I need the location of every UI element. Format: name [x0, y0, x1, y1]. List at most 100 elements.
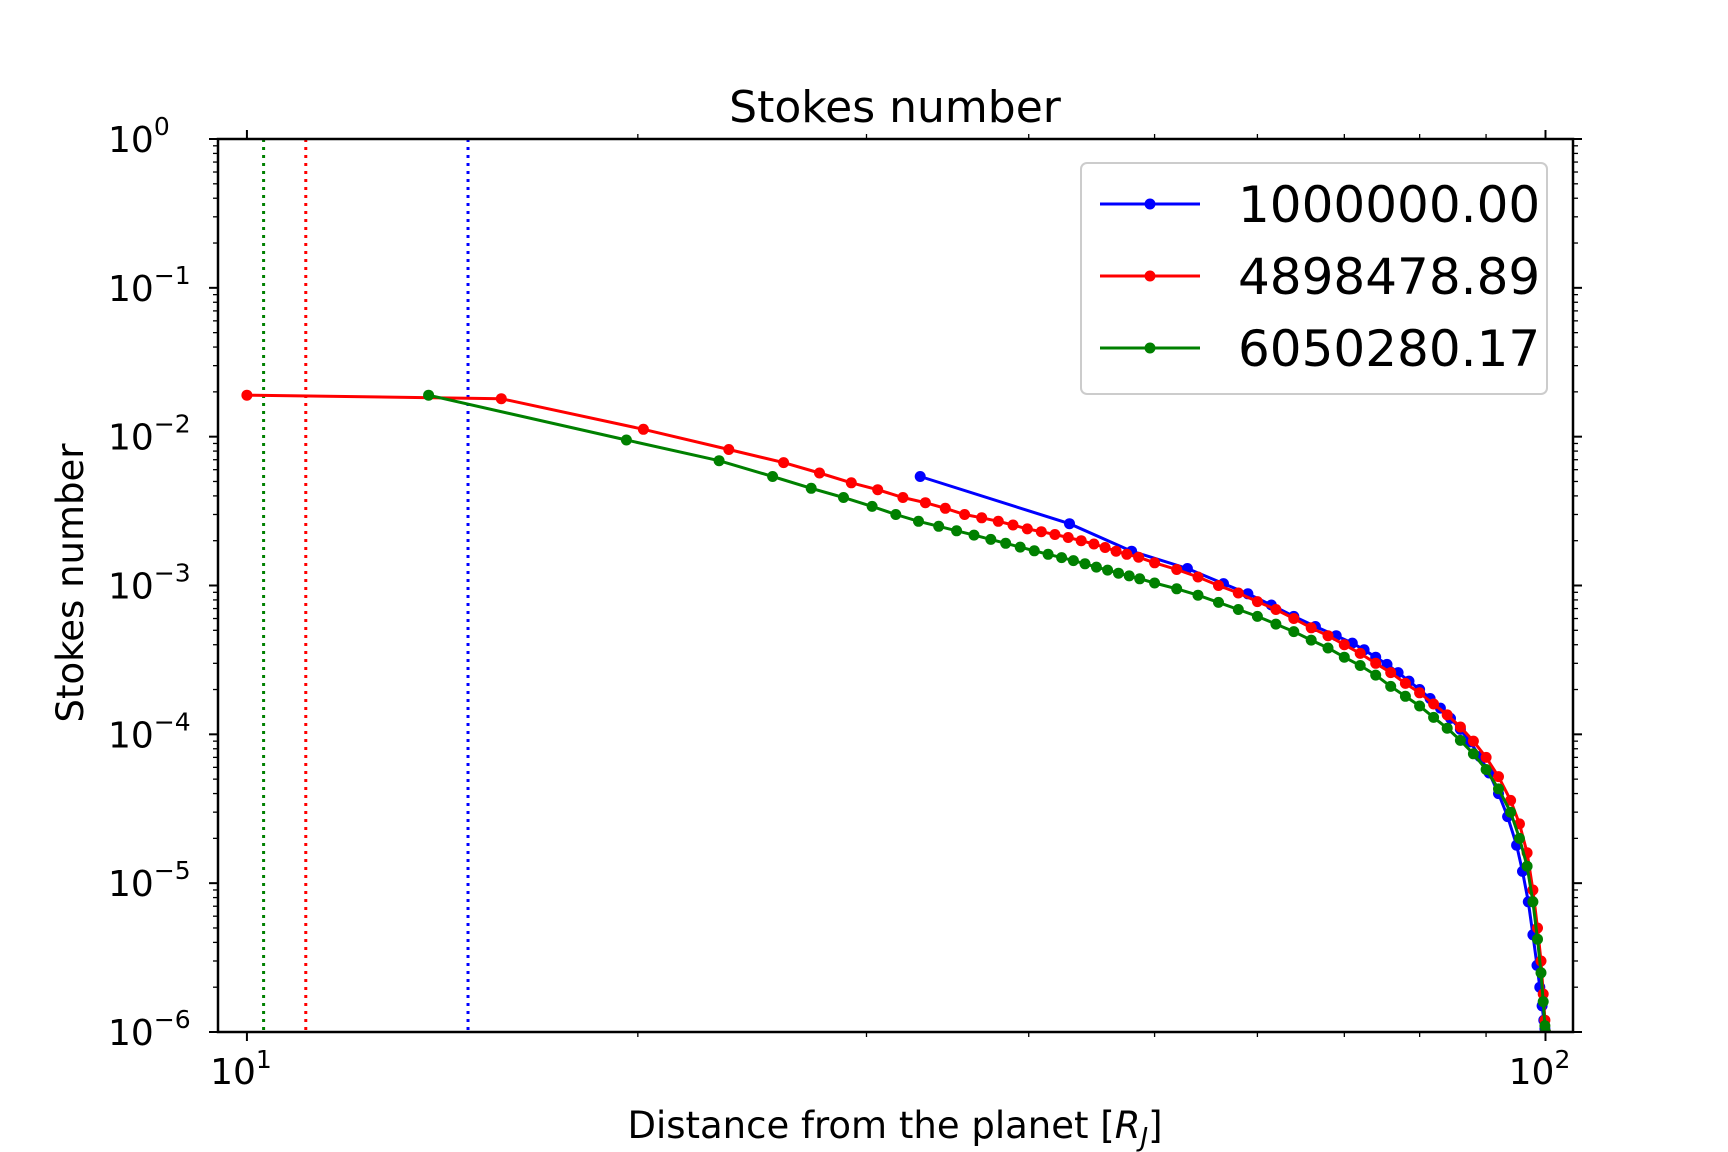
legend-box [1080, 162, 1548, 395]
data-point [1021, 523, 1033, 535]
data-point [1149, 557, 1161, 569]
data-point [897, 492, 909, 503]
data-point [723, 444, 735, 455]
data-point [1414, 687, 1426, 699]
data-point [1099, 542, 1111, 553]
data-point [866, 500, 878, 512]
data-point [1527, 896, 1539, 908]
data-point [1288, 613, 1300, 624]
data-point [845, 477, 857, 489]
data-point [1428, 711, 1440, 723]
y-tick-label-exponent: −3 [154, 559, 191, 588]
data-point [1354, 647, 1366, 659]
x-axis-label: Distance from the planet [RJ] [627, 1104, 1162, 1152]
data-point [1075, 535, 1087, 547]
data-point [1305, 634, 1317, 646]
data-point [1493, 783, 1504, 795]
data-point [1192, 589, 1204, 601]
y-tick-label-exponent: −1 [154, 261, 191, 290]
data-point [1454, 734, 1466, 746]
major-ticks [209, 130, 1582, 1041]
x-axis-label-end: ] [1148, 1104, 1162, 1147]
y-axis-label: Stokes number [49, 443, 92, 723]
data-point [1270, 618, 1282, 630]
data-point [1428, 698, 1440, 710]
data-point [1399, 677, 1411, 689]
data-point [1028, 545, 1040, 557]
x-tick-label-exponent: 1 [256, 1045, 272, 1074]
data-point [919, 497, 931, 509]
y-tick-label: 100 [108, 112, 170, 161]
legend-label: 1000000.00 [1238, 176, 1540, 234]
data-point [1505, 806, 1517, 818]
data-point [1505, 794, 1517, 806]
y-tick-label-base: 10 [108, 1013, 154, 1054]
data-point [838, 492, 849, 503]
data-point [1251, 596, 1263, 608]
data-point [778, 457, 790, 469]
y-tick-label-exponent: −6 [154, 1005, 191, 1034]
legend-label: 6050280.17 [1238, 320, 1540, 378]
y-tick-label: 10−5 [108, 856, 191, 905]
data-point [1480, 764, 1492, 775]
legend-label: 4898478.89 [1238, 248, 1540, 306]
data-point [1110, 545, 1122, 557]
data-point [890, 509, 902, 520]
data-point [933, 520, 945, 532]
legend-item: 1000000.00 [1100, 176, 1540, 234]
data-point [1338, 651, 1350, 663]
x-tick-label-exponent: 2 [1554, 1045, 1570, 1074]
data-point [1270, 604, 1282, 615]
data-point [1123, 570, 1135, 582]
y-tick-label-base: 10 [108, 120, 154, 161]
y-tick-label: 10−6 [108, 1005, 191, 1054]
data-point [968, 529, 980, 541]
data-point [1493, 771, 1504, 783]
data-point [1521, 860, 1533, 872]
data-point [241, 389, 253, 401]
data-point [1385, 667, 1397, 679]
data-point [1000, 537, 1012, 549]
x-tick-label-base: 10 [1509, 1052, 1555, 1093]
data-point [1134, 573, 1146, 585]
data-point [992, 515, 1004, 527]
data-point [423, 389, 435, 401]
data-point [1288, 626, 1300, 638]
chart-title: Stokes number [729, 82, 1062, 133]
data-point [1088, 538, 1100, 550]
data-point [1480, 751, 1492, 763]
data-point [914, 471, 926, 482]
x-tick-labels: 101 102 [210, 1045, 1570, 1093]
data-point [1441, 722, 1453, 734]
reference-lines [262, 139, 470, 1032]
data-point [1385, 680, 1397, 692]
data-point [1399, 690, 1411, 702]
data-point [1454, 721, 1466, 733]
data-point [1232, 604, 1244, 615]
data-point [939, 502, 951, 514]
data-point [1338, 639, 1350, 651]
data-point [1370, 669, 1382, 681]
y-tick-label-base: 10 [108, 418, 154, 459]
data-point [1035, 526, 1047, 538]
data-point [814, 467, 825, 479]
legend-marker [1144, 198, 1156, 210]
data-point [913, 515, 924, 527]
data-point [1149, 577, 1161, 589]
series-2 [241, 389, 1551, 1032]
data-point [495, 393, 507, 405]
data-point [1414, 700, 1426, 712]
data-point [1171, 583, 1183, 595]
data-point [1014, 541, 1026, 553]
data-point [1370, 657, 1382, 669]
legend: 1000000.00 4898478.89 6050280.17 [1080, 162, 1548, 395]
data-point [1354, 660, 1366, 671]
data-point [1514, 832, 1525, 844]
data-point [1067, 555, 1079, 567]
data-point [1121, 548, 1133, 560]
y-tick-label-base: 10 [108, 269, 154, 310]
x-tick-label: 101 [210, 1045, 272, 1093]
data-point [1007, 519, 1019, 531]
